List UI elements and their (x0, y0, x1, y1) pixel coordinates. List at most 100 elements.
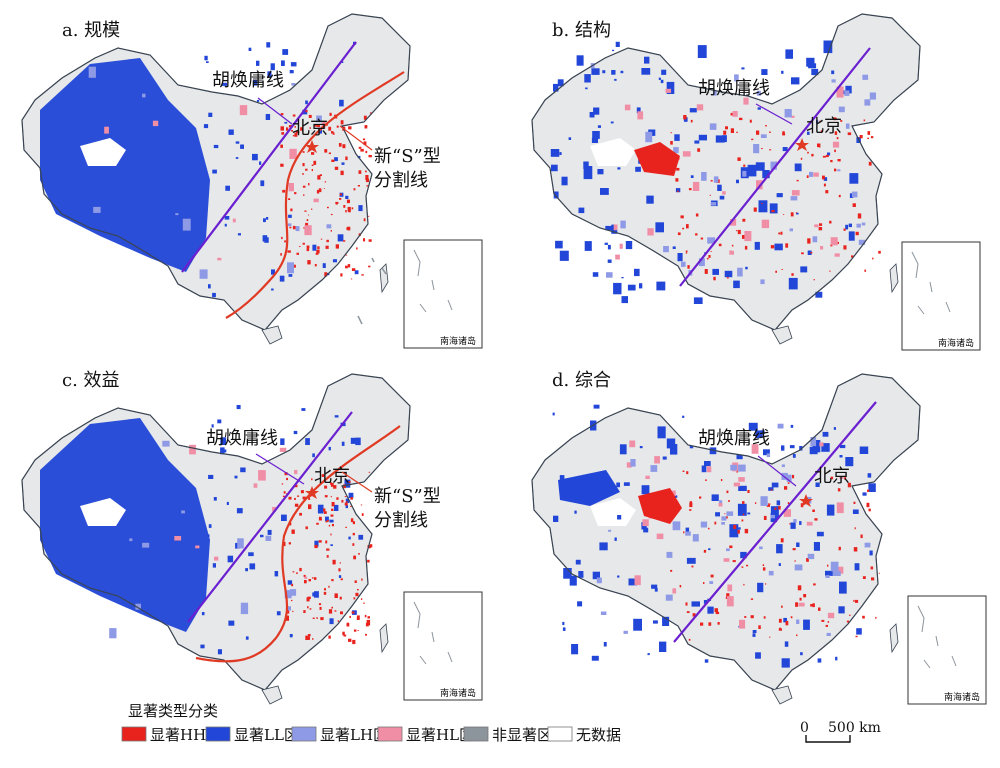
map-patch (657, 426, 666, 439)
map-patch (823, 183, 826, 187)
map-patch (267, 71, 272, 78)
map-patch (806, 57, 815, 67)
map-patch (340, 120, 344, 125)
map-patch (338, 575, 342, 578)
map-patch (783, 617, 787, 623)
map-patch (294, 484, 298, 488)
map-patch (293, 430, 298, 435)
map-patch (682, 470, 685, 472)
map-patch (634, 575, 641, 586)
hh-cluster (634, 142, 680, 176)
map-patch (319, 174, 322, 176)
map-patch (292, 571, 295, 573)
map-patch (212, 292, 216, 298)
hu-huanyong-line (181, 41, 357, 273)
map-patch (768, 503, 771, 505)
map-patch (740, 551, 747, 559)
inset-islands (917, 605, 957, 669)
map-patch (329, 618, 334, 625)
map-patch (330, 533, 332, 536)
map-patch (811, 68, 819, 76)
legend-swatch (121, 726, 147, 742)
map-patch (317, 175, 321, 180)
map-patch (862, 576, 866, 579)
map-patch (792, 548, 796, 551)
map-patch (357, 589, 359, 591)
legend-label: 显著LH区 (320, 726, 388, 744)
map-patch (201, 612, 205, 616)
map-patch (755, 502, 757, 504)
map-patch (682, 151, 691, 157)
map-patch (683, 531, 685, 534)
map-patch (819, 223, 823, 226)
map-patch (790, 616, 793, 619)
map-patch (790, 522, 796, 529)
map-patch (324, 149, 328, 153)
map-patch (699, 496, 702, 499)
map-patch (291, 599, 293, 602)
map-patch (736, 179, 739, 184)
map-patch (662, 456, 667, 460)
map-patch (845, 224, 849, 230)
map-patch (623, 630, 628, 634)
map-patch (741, 67, 745, 70)
map-patch (718, 502, 723, 507)
map-patch (344, 502, 348, 506)
map-patch (810, 252, 813, 254)
map-patch (715, 512, 720, 517)
map-patch (357, 630, 359, 631)
map-patch (826, 504, 835, 516)
legend: 显著类型分类 显著HH区 显著LL区 显著LH区 显著HL区 非显著区 无数据 (121, 702, 621, 744)
map-patch (776, 544, 783, 554)
map-patch (776, 500, 781, 506)
legend-label: 非显著区 (492, 726, 552, 744)
map-patch (585, 87, 588, 90)
map-patch (810, 604, 813, 607)
map-patch (353, 597, 356, 600)
map-patch (620, 220, 626, 229)
map-patch (724, 270, 733, 278)
map-patch (345, 498, 350, 503)
map-patch (751, 138, 754, 141)
map-patch (872, 257, 874, 260)
map-patch (362, 138, 366, 141)
map-patch (672, 588, 677, 594)
map-patch (552, 412, 555, 416)
map-patch (694, 140, 700, 144)
map-patch (704, 659, 709, 663)
map-patch (733, 280, 740, 289)
map-patch (93, 206, 101, 213)
map-patch (791, 77, 800, 85)
map-patch (303, 227, 305, 229)
map-patch (853, 501, 856, 504)
map-patch (612, 49, 615, 52)
map-patch (737, 267, 743, 277)
map-patch (681, 261, 686, 267)
map-patch (685, 531, 691, 536)
map-patch (346, 501, 348, 503)
map-patch (365, 633, 367, 636)
map-patch (807, 151, 809, 154)
map-patch (592, 131, 600, 139)
map-patch (364, 614, 367, 618)
taiwan (379, 623, 389, 653)
map-patch (819, 120, 822, 122)
map-patch (795, 602, 798, 607)
map-patch (336, 497, 339, 500)
map-patch (211, 424, 214, 428)
map-patch (290, 62, 297, 67)
map-patch (862, 492, 867, 496)
map-patch (311, 169, 313, 172)
lh-patches (109, 440, 297, 639)
map-patch (339, 198, 342, 200)
map-patch (843, 245, 847, 250)
map-patch (557, 79, 564, 87)
map-patch (326, 548, 330, 551)
map-patch (212, 563, 216, 568)
map-patch (217, 257, 222, 261)
map-patch (361, 578, 363, 581)
map-patch (260, 534, 264, 538)
map-patch (302, 173, 304, 175)
map-patch (776, 193, 783, 198)
map-patch (291, 583, 294, 587)
